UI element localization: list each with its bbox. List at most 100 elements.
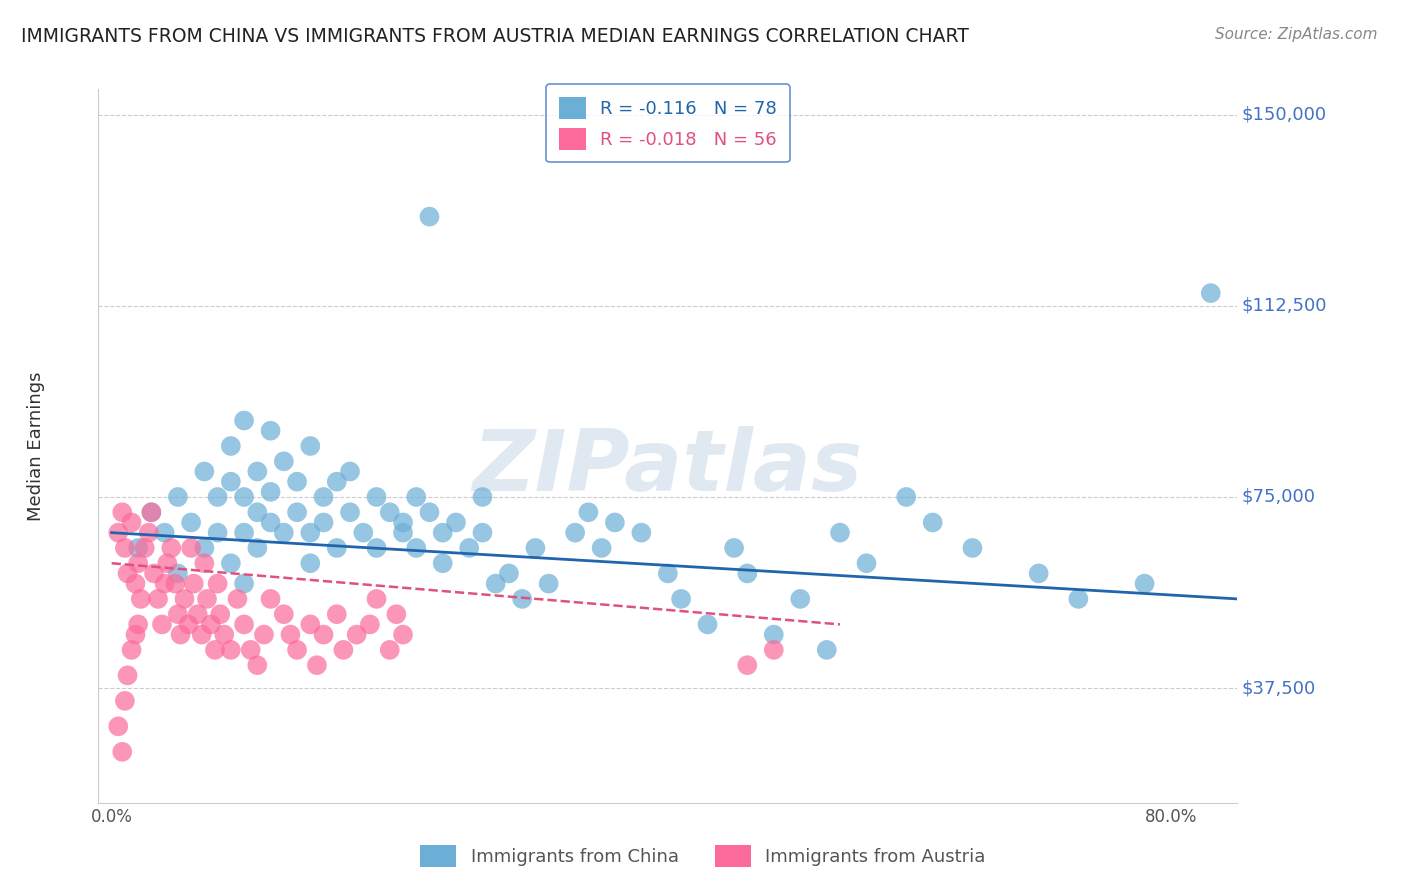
Point bbox=[378, 505, 401, 519]
Point bbox=[141, 505, 163, 519]
Point bbox=[219, 475, 242, 489]
Point bbox=[246, 541, 269, 555]
Point bbox=[366, 591, 388, 606]
Point bbox=[299, 556, 322, 570]
Point bbox=[114, 541, 136, 555]
Point bbox=[167, 607, 190, 622]
Point bbox=[789, 591, 811, 606]
Point bbox=[591, 541, 613, 555]
Point bbox=[392, 516, 415, 530]
Point bbox=[1067, 591, 1090, 606]
Point bbox=[200, 617, 222, 632]
Point bbox=[233, 525, 256, 540]
Point bbox=[366, 541, 388, 555]
Point bbox=[299, 439, 322, 453]
Point bbox=[603, 516, 626, 530]
Point bbox=[537, 576, 560, 591]
Point bbox=[723, 541, 745, 555]
Text: IMMIGRANTS FROM CHINA VS IMMIGRANTS FROM AUSTRIA MEDIAN EARNINGS CORRELATION CHA: IMMIGRANTS FROM CHINA VS IMMIGRANTS FROM… bbox=[21, 27, 969, 45]
Point bbox=[121, 516, 143, 530]
Point bbox=[815, 643, 838, 657]
Point bbox=[259, 424, 281, 438]
Point bbox=[299, 525, 322, 540]
Point bbox=[187, 607, 209, 622]
Point bbox=[190, 627, 212, 641]
Point bbox=[285, 643, 308, 657]
Point bbox=[169, 627, 191, 641]
Point bbox=[510, 591, 533, 606]
Point bbox=[207, 525, 229, 540]
Point bbox=[285, 475, 308, 489]
Point bbox=[576, 505, 599, 519]
Legend: R = -0.116   N = 78, R = -0.018   N = 56: R = -0.116 N = 78, R = -0.018 N = 56 bbox=[546, 84, 790, 162]
Point bbox=[299, 617, 322, 632]
Text: $112,500: $112,500 bbox=[1241, 297, 1327, 315]
Point bbox=[165, 576, 187, 591]
Point bbox=[207, 490, 229, 504]
Point bbox=[246, 465, 269, 479]
Point bbox=[114, 694, 136, 708]
Point bbox=[111, 505, 134, 519]
Point bbox=[246, 658, 269, 673]
Point bbox=[564, 525, 586, 540]
Point bbox=[273, 525, 295, 540]
Point bbox=[385, 607, 408, 622]
Point bbox=[134, 541, 156, 555]
Point bbox=[828, 525, 851, 540]
Point bbox=[259, 484, 281, 499]
Point bbox=[352, 525, 374, 540]
Point bbox=[762, 643, 785, 657]
Point bbox=[471, 490, 494, 504]
Point bbox=[160, 541, 183, 555]
Point bbox=[153, 576, 176, 591]
Point bbox=[173, 591, 195, 606]
Point bbox=[209, 607, 232, 622]
Point bbox=[233, 413, 256, 427]
Point bbox=[121, 643, 143, 657]
Point bbox=[921, 516, 943, 530]
Point bbox=[117, 668, 139, 682]
Point bbox=[233, 617, 256, 632]
Point bbox=[195, 591, 218, 606]
Point bbox=[226, 591, 249, 606]
Point bbox=[1133, 576, 1156, 591]
Point bbox=[326, 607, 349, 622]
Point bbox=[312, 490, 335, 504]
Point bbox=[339, 465, 361, 479]
Point bbox=[111, 745, 134, 759]
Point bbox=[180, 541, 202, 555]
Point bbox=[458, 541, 481, 555]
Point bbox=[143, 566, 166, 581]
Point bbox=[138, 525, 160, 540]
Point bbox=[326, 475, 349, 489]
Point bbox=[117, 566, 139, 581]
Point bbox=[332, 643, 354, 657]
Point bbox=[418, 210, 440, 224]
Point bbox=[378, 643, 401, 657]
Point bbox=[150, 617, 173, 632]
Point bbox=[392, 627, 415, 641]
Point bbox=[630, 525, 652, 540]
Point bbox=[1199, 286, 1222, 301]
Point bbox=[273, 607, 295, 622]
Point bbox=[219, 439, 242, 453]
Point bbox=[524, 541, 547, 555]
Point bbox=[177, 617, 200, 632]
Point bbox=[146, 591, 169, 606]
Point bbox=[253, 627, 276, 641]
Point bbox=[312, 516, 335, 530]
Point bbox=[432, 525, 454, 540]
Legend: Immigrants from China, Immigrants from Austria: Immigrants from China, Immigrants from A… bbox=[413, 838, 993, 874]
Point bbox=[896, 490, 918, 504]
Point bbox=[124, 576, 146, 591]
Point bbox=[127, 541, 149, 555]
Point bbox=[405, 541, 427, 555]
Point bbox=[127, 556, 149, 570]
Point bbox=[962, 541, 984, 555]
Point bbox=[737, 658, 759, 673]
Point bbox=[167, 490, 190, 504]
Point bbox=[280, 627, 302, 641]
Point bbox=[485, 576, 508, 591]
Point bbox=[124, 627, 146, 641]
Point bbox=[346, 627, 368, 641]
